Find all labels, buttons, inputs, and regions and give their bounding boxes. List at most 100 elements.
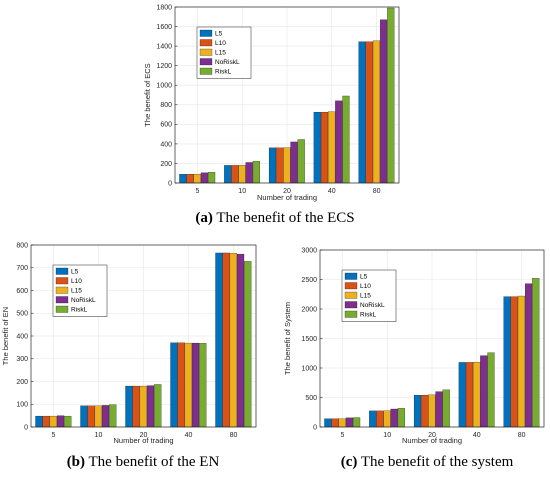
- y-axis-label: The benefit of ECS: [143, 63, 152, 126]
- bar-L5-20: [413, 395, 422, 428]
- legend-label: L10: [215, 40, 226, 47]
- legend-label: NoRiskL: [360, 302, 385, 309]
- bar-NoRiskL-40: [480, 355, 488, 428]
- y-tick-label: 1400: [156, 44, 172, 51]
- legend: L5 L10 L15 NoRiskL RiskL: [196, 26, 252, 79]
- bar-L15-80: [372, 40, 381, 184]
- x-tick-label: 5: [195, 188, 199, 195]
- legend-swatch: [344, 291, 358, 299]
- legend-swatch: [344, 301, 358, 309]
- caption: (b) The benefit of the EN: [67, 454, 220, 470]
- bar-RiskL-80: [387, 7, 395, 184]
- caption-label: (c): [341, 454, 358, 470]
- bar-L15-40: [473, 361, 481, 428]
- bar-L10-10: [376, 410, 384, 428]
- y-tick-label: 1800: [156, 4, 172, 11]
- caption-text: The benefit of the EN: [85, 454, 219, 470]
- bar-RiskL-5: [353, 417, 361, 428]
- y-tick-label: 700: [16, 265, 28, 272]
- y-tick-label: 500: [16, 311, 28, 318]
- axes-box: [174, 6, 400, 184]
- legend-swatch: [199, 39, 213, 47]
- bar-L15-10: [383, 410, 391, 428]
- y-tick-label: 0: [313, 424, 317, 431]
- bar-RiskL-20: [442, 389, 450, 428]
- x-axis-label: Number of trading: [257, 193, 317, 202]
- x-tick-label: 5: [340, 432, 344, 439]
- legend-label: RiskL: [71, 307, 88, 314]
- legend: L5 L10 L15 NoRiskL RiskL: [341, 269, 397, 322]
- bar-L5-40: [313, 111, 321, 184]
- legend-swatch: [55, 267, 69, 275]
- x-tick-label: 10: [95, 432, 103, 439]
- y-tick-label: 2000: [301, 306, 317, 313]
- legend-label: L5: [215, 31, 223, 38]
- bar-L15-40: [328, 111, 336, 184]
- legend-swatch: [199, 67, 213, 75]
- chart-a: 0 200 400 600 800 1000 1200 1400 1600 1800 5 10 20 40…: [143, 4, 400, 226]
- bar-NoRiskL-20: [146, 385, 155, 428]
- bar-RiskL-40: [487, 352, 495, 428]
- bar-L10-5: [331, 418, 339, 428]
- x-tick-label: 80: [518, 432, 526, 439]
- bar-L5-10: [224, 165, 232, 184]
- legend-label: L15: [71, 288, 82, 295]
- legend-swatch: [199, 48, 213, 56]
- y-tick-label: 1000: [301, 365, 317, 372]
- x-tick-label: 40: [185, 432, 193, 439]
- legend-label: L5: [71, 269, 79, 276]
- caption-label: (a): [195, 210, 213, 226]
- y-tick-label: 1000: [156, 83, 172, 90]
- bar-L15-40: [184, 342, 192, 428]
- bar-RiskL-5: [64, 415, 72, 428]
- legend-label: L15: [215, 50, 226, 57]
- bar-NoRiskL-40: [335, 100, 343, 184]
- axes-box: [319, 249, 545, 428]
- bar-NoRiskL-20: [290, 141, 298, 184]
- bar-L15-80: [229, 253, 237, 428]
- x-tick-label: 40: [328, 188, 336, 195]
- legend-swatch: [55, 296, 69, 304]
- bar-L15-20: [283, 147, 291, 184]
- bar-NoRiskL-5: [345, 417, 353, 428]
- axes-box: [30, 244, 257, 428]
- x-tick-label: 40: [473, 432, 481, 439]
- y-tick-label: 200: [160, 161, 172, 168]
- bar-NoRiskL-80: [236, 253, 245, 428]
- legend-swatch: [344, 272, 358, 280]
- y-tick-label: 300: [16, 356, 28, 363]
- bar-L10-10: [87, 405, 95, 428]
- chart-b: 0 100 200 300 400 500 600 700 800 5 10 20 40 80 Number…: [1, 242, 257, 470]
- legend-swatch: [55, 277, 69, 285]
- bar-RiskL-20: [154, 384, 162, 428]
- caption-label: (b): [67, 454, 85, 470]
- bar-L15-5: [49, 415, 57, 428]
- y-tick-label: 0: [168, 180, 172, 187]
- bar-RiskL-40: [199, 343, 207, 428]
- bar-NoRiskL-10: [101, 405, 110, 428]
- x-tick-label: 10: [238, 188, 246, 195]
- bar-L10-40: [320, 111, 329, 184]
- x-tick-label: 20: [428, 432, 436, 439]
- chart-c: 0 500 1000 1500 2000 2500 3000 5 10 20 40 80 Number …: [283, 247, 545, 470]
- caption-text: The benefit of the system: [357, 454, 513, 470]
- y-tick-label: 3000: [301, 247, 317, 254]
- bar-L15-10: [94, 405, 102, 428]
- bar-L10-80: [365, 41, 373, 184]
- bar-NoRiskL-10: [245, 162, 253, 184]
- bar-L5-40: [458, 362, 466, 428]
- legend-label: NoRiskL: [71, 297, 96, 304]
- bar-L5-80: [215, 252, 223, 428]
- bar-L15-5: [193, 173, 201, 184]
- bar-L15-80: [517, 295, 526, 428]
- caption: (c) The benefit of the system: [341, 454, 514, 470]
- bar-L10-40: [465, 362, 474, 428]
- bar-L5-5: [324, 418, 332, 428]
- y-tick-label: 1500: [301, 336, 317, 343]
- y-tick-label: 1200: [156, 63, 172, 70]
- bar-NoRiskL-5: [56, 415, 65, 428]
- legend-label: RiskL: [215, 69, 232, 76]
- y-tick-label: 2500: [301, 277, 317, 284]
- y-tick-label: 200: [16, 379, 28, 386]
